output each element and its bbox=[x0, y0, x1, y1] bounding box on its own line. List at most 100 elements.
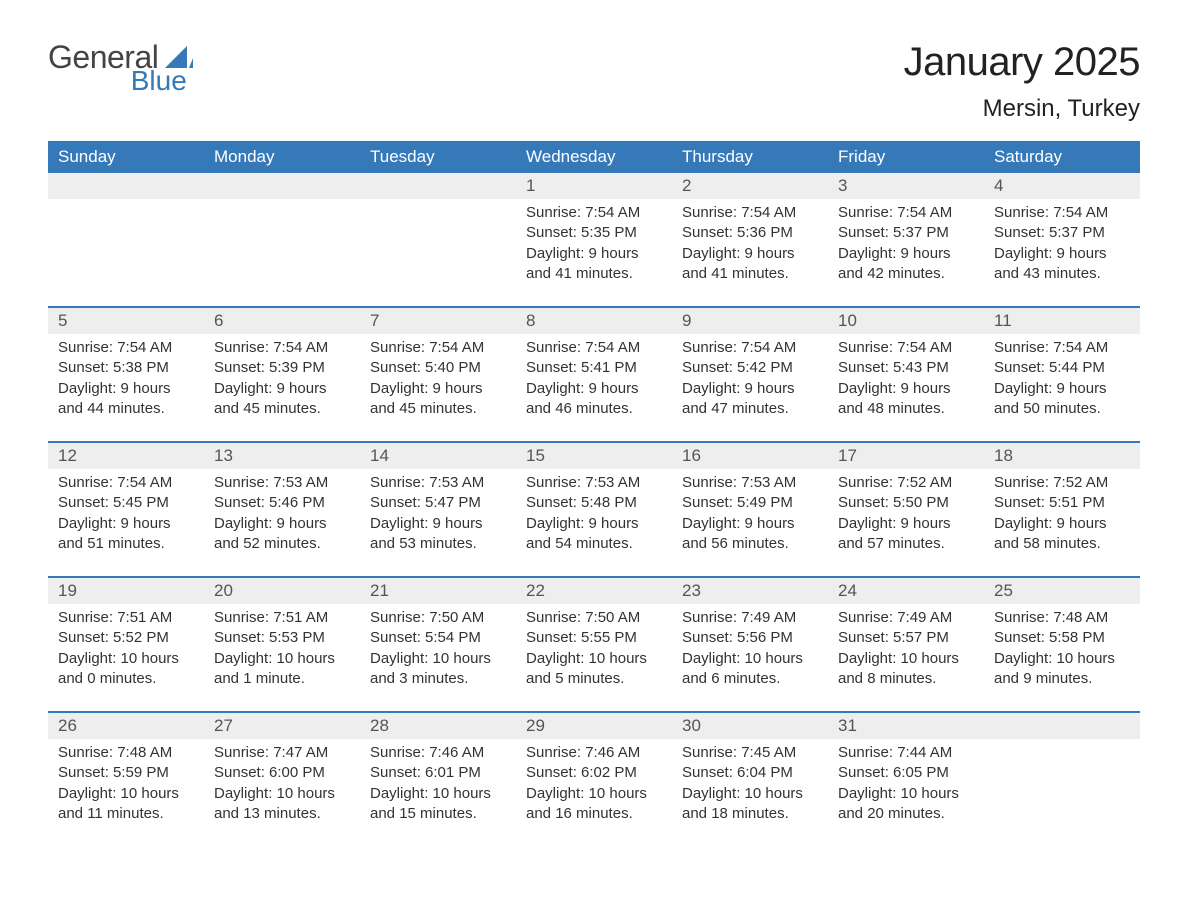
day-header: Monday bbox=[204, 141, 360, 173]
sunrise-text: Sunrise: 7:54 AM bbox=[214, 338, 350, 358]
day-cell: Sunrise: 7:54 AMSunset: 5:38 PMDaylight:… bbox=[48, 334, 204, 423]
day-cell: Sunrise: 7:54 AMSunset: 5:43 PMDaylight:… bbox=[828, 334, 984, 423]
sunrise-text: Sunrise: 7:53 AM bbox=[370, 473, 506, 493]
day-number: 15 bbox=[516, 443, 672, 469]
sunrise-text: Sunrise: 7:54 AM bbox=[370, 338, 506, 358]
daylight-text: Daylight: 10 hours and 3 minutes. bbox=[370, 649, 506, 690]
day-body-row: Sunrise: 7:48 AMSunset: 5:59 PMDaylight:… bbox=[48, 739, 1140, 846]
day-number-row: 12131415161718 bbox=[48, 443, 1140, 469]
day-number: 7 bbox=[360, 308, 516, 334]
day-body-row: Sunrise: 7:54 AMSunset: 5:45 PMDaylight:… bbox=[48, 469, 1140, 576]
sunrise-text: Sunrise: 7:51 AM bbox=[214, 608, 350, 628]
sunset-text: Sunset: 5:46 PM bbox=[214, 493, 350, 513]
day-cell: Sunrise: 7:48 AMSunset: 5:59 PMDaylight:… bbox=[48, 739, 204, 828]
day-number: 10 bbox=[828, 308, 984, 334]
day-cell: Sunrise: 7:54 AMSunset: 5:39 PMDaylight:… bbox=[204, 334, 360, 423]
day-number-row: 567891011 bbox=[48, 308, 1140, 334]
sunrise-text: Sunrise: 7:46 AM bbox=[526, 743, 662, 763]
daylight-text: Daylight: 10 hours and 13 minutes. bbox=[214, 784, 350, 825]
sunrise-text: Sunrise: 7:54 AM bbox=[838, 203, 974, 223]
sunrise-text: Sunrise: 7:44 AM bbox=[838, 743, 974, 763]
day-header: Thursday bbox=[672, 141, 828, 173]
daylight-text: Daylight: 9 hours and 45 minutes. bbox=[214, 379, 350, 420]
sunrise-text: Sunrise: 7:50 AM bbox=[370, 608, 506, 628]
day-cell: Sunrise: 7:54 AMSunset: 5:37 PMDaylight:… bbox=[984, 199, 1140, 288]
daylight-text: Daylight: 9 hours and 54 minutes. bbox=[526, 514, 662, 555]
logo-text: General Blue bbox=[48, 40, 193, 95]
calendar-weeks: 1234Sunrise: 7:54 AMSunset: 5:35 PMDayli… bbox=[48, 173, 1140, 846]
daylight-text: Daylight: 10 hours and 1 minute. bbox=[214, 649, 350, 690]
sunset-text: Sunset: 5:54 PM bbox=[370, 628, 506, 648]
day-header: Saturday bbox=[984, 141, 1140, 173]
sunrise-text: Sunrise: 7:53 AM bbox=[682, 473, 818, 493]
day-number: 17 bbox=[828, 443, 984, 469]
sunrise-text: Sunrise: 7:54 AM bbox=[838, 338, 974, 358]
day-cell: Sunrise: 7:54 AMSunset: 5:36 PMDaylight:… bbox=[672, 199, 828, 288]
daylight-text: Daylight: 9 hours and 41 minutes. bbox=[526, 244, 662, 285]
daylight-text: Daylight: 10 hours and 5 minutes. bbox=[526, 649, 662, 690]
sunrise-text: Sunrise: 7:54 AM bbox=[682, 203, 818, 223]
sunrise-text: Sunrise: 7:54 AM bbox=[58, 338, 194, 358]
daylight-text: Daylight: 9 hours and 45 minutes. bbox=[370, 379, 506, 420]
sunrise-text: Sunrise: 7:46 AM bbox=[370, 743, 506, 763]
day-number: 16 bbox=[672, 443, 828, 469]
day-cell: Sunrise: 7:51 AMSunset: 5:52 PMDaylight:… bbox=[48, 604, 204, 693]
calendar-week: 19202122232425Sunrise: 7:51 AMSunset: 5:… bbox=[48, 576, 1140, 711]
sunset-text: Sunset: 5:41 PM bbox=[526, 358, 662, 378]
page-title: January 2025 bbox=[904, 40, 1140, 85]
daylight-text: Daylight: 9 hours and 43 minutes. bbox=[994, 244, 1130, 285]
day-cell: Sunrise: 7:53 AMSunset: 5:48 PMDaylight:… bbox=[516, 469, 672, 558]
sunset-text: Sunset: 5:37 PM bbox=[838, 223, 974, 243]
sunset-text: Sunset: 5:55 PM bbox=[526, 628, 662, 648]
day-number: 3 bbox=[828, 173, 984, 199]
sunrise-text: Sunrise: 7:54 AM bbox=[526, 203, 662, 223]
day-cell: Sunrise: 7:54 AMSunset: 5:37 PMDaylight:… bbox=[828, 199, 984, 288]
daylight-text: Daylight: 9 hours and 47 minutes. bbox=[682, 379, 818, 420]
daylight-text: Daylight: 9 hours and 41 minutes. bbox=[682, 244, 818, 285]
daylight-text: Daylight: 10 hours and 20 minutes. bbox=[838, 784, 974, 825]
daylight-text: Daylight: 9 hours and 57 minutes. bbox=[838, 514, 974, 555]
daylight-text: Daylight: 10 hours and 8 minutes. bbox=[838, 649, 974, 690]
day-number: 26 bbox=[48, 713, 204, 739]
day-header: Tuesday bbox=[360, 141, 516, 173]
day-header: Sunday bbox=[48, 141, 204, 173]
daylight-text: Daylight: 10 hours and 0 minutes. bbox=[58, 649, 194, 690]
day-number-row: 262728293031 bbox=[48, 713, 1140, 739]
daylight-text: Daylight: 9 hours and 56 minutes. bbox=[682, 514, 818, 555]
sunset-text: Sunset: 5:37 PM bbox=[994, 223, 1130, 243]
day-number: 31 bbox=[828, 713, 984, 739]
daylight-text: Daylight: 9 hours and 42 minutes. bbox=[838, 244, 974, 285]
sunset-text: Sunset: 5:51 PM bbox=[994, 493, 1130, 513]
daylight-text: Daylight: 9 hours and 52 minutes. bbox=[214, 514, 350, 555]
daylight-text: Daylight: 9 hours and 58 minutes. bbox=[994, 514, 1130, 555]
day-cell: Sunrise: 7:53 AMSunset: 5:46 PMDaylight:… bbox=[204, 469, 360, 558]
sunset-text: Sunset: 5:39 PM bbox=[214, 358, 350, 378]
day-number bbox=[48, 173, 204, 199]
sunrise-text: Sunrise: 7:50 AM bbox=[526, 608, 662, 628]
day-number: 8 bbox=[516, 308, 672, 334]
daylight-text: Daylight: 10 hours and 16 minutes. bbox=[526, 784, 662, 825]
sunset-text: Sunset: 5:40 PM bbox=[370, 358, 506, 378]
title-block: January 2025 Mersin, Turkey bbox=[904, 40, 1140, 135]
calendar-day-headers: SundayMondayTuesdayWednesdayThursdayFrid… bbox=[48, 141, 1140, 173]
day-cell: Sunrise: 7:50 AMSunset: 5:55 PMDaylight:… bbox=[516, 604, 672, 693]
day-cell: Sunrise: 7:49 AMSunset: 5:57 PMDaylight:… bbox=[828, 604, 984, 693]
sunset-text: Sunset: 6:00 PM bbox=[214, 763, 350, 783]
day-number bbox=[204, 173, 360, 199]
sunset-text: Sunset: 5:38 PM bbox=[58, 358, 194, 378]
sunrise-text: Sunrise: 7:49 AM bbox=[682, 608, 818, 628]
header: General Blue January 2025 Mersin, Turkey bbox=[48, 40, 1140, 135]
day-cell: Sunrise: 7:54 AMSunset: 5:40 PMDaylight:… bbox=[360, 334, 516, 423]
day-number: 6 bbox=[204, 308, 360, 334]
day-cell: Sunrise: 7:52 AMSunset: 5:50 PMDaylight:… bbox=[828, 469, 984, 558]
day-cell: Sunrise: 7:54 AMSunset: 5:41 PMDaylight:… bbox=[516, 334, 672, 423]
sunset-text: Sunset: 5:36 PM bbox=[682, 223, 818, 243]
sunrise-text: Sunrise: 7:52 AM bbox=[838, 473, 974, 493]
day-cell bbox=[204, 199, 360, 288]
daylight-text: Daylight: 10 hours and 9 minutes. bbox=[994, 649, 1130, 690]
day-cell: Sunrise: 7:54 AMSunset: 5:42 PMDaylight:… bbox=[672, 334, 828, 423]
day-cell: Sunrise: 7:50 AMSunset: 5:54 PMDaylight:… bbox=[360, 604, 516, 693]
calendar-week: 262728293031Sunrise: 7:48 AMSunset: 5:59… bbox=[48, 711, 1140, 846]
day-cell: Sunrise: 7:45 AMSunset: 6:04 PMDaylight:… bbox=[672, 739, 828, 828]
daylight-text: Daylight: 10 hours and 18 minutes. bbox=[682, 784, 818, 825]
